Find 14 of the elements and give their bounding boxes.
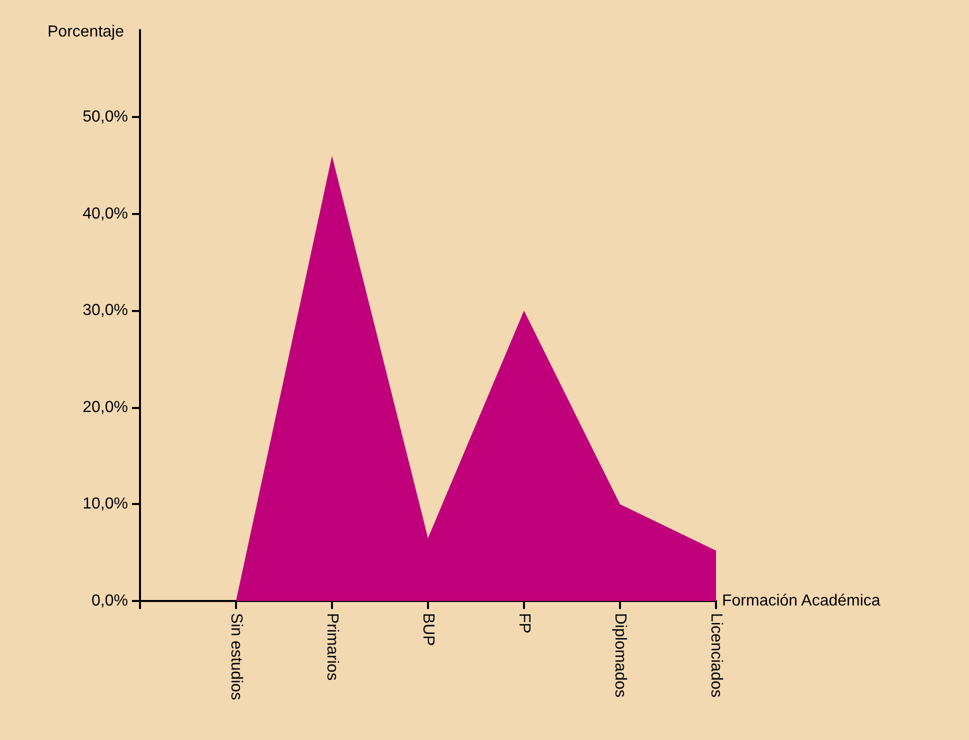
x-tick-label: Licenciados — [708, 613, 724, 698]
x-tick-label: Sin estudios — [228, 613, 244, 700]
y-axis-title: Porcentaje — [48, 24, 124, 40]
x-tick-label: BUP — [420, 613, 436, 646]
y-tick-label: 10,0% — [82, 496, 128, 513]
y-tick-label: 50,0% — [82, 108, 128, 126]
x-axis-title: Formación Académica — [722, 592, 880, 610]
y-tick-label: 30,0% — [82, 302, 128, 320]
x-tick-label: Diplomados — [612, 613, 628, 698]
x-tick-label: Primarios — [324, 613, 340, 681]
y-tick-label: 0,0% — [92, 592, 128, 610]
y-tick-label: 20,0% — [82, 398, 128, 416]
y-tick-label: 40,0% — [82, 205, 128, 222]
x-tick-label: FP — [516, 613, 532, 634]
